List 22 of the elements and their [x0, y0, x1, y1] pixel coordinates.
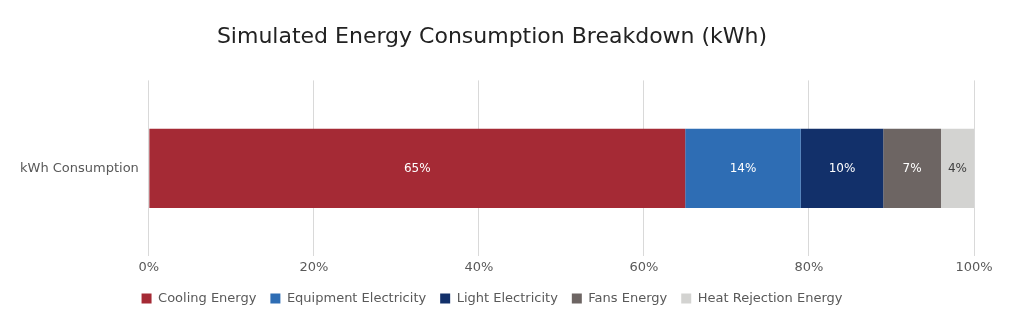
bar — [800, 128, 884, 208]
legend-label: Equipment Electricity — [286, 289, 427, 305]
x-tick-label: 40% — [464, 258, 494, 274]
x-tick-label: 20% — [299, 258, 329, 274]
data-label: 65% — [403, 160, 431, 175]
legend-label: Heat Rejection Energy — [697, 289, 843, 305]
bar — [149, 128, 686, 208]
data-label: 14% — [729, 160, 757, 175]
data-label: 4% — [947, 160, 968, 175]
x-tick-label: 100% — [955, 258, 993, 274]
bar — [685, 128, 801, 208]
x-tick-label: 80% — [794, 258, 824, 274]
data-label: 10% — [828, 160, 856, 175]
legend-label: Light Electricity — [456, 289, 559, 305]
bar — [883, 128, 941, 208]
legend-label: Fans Energy — [588, 289, 668, 305]
x-tick-label: 0% — [138, 258, 160, 274]
x-tick-label: 60% — [629, 258, 659, 274]
data-label: 7% — [902, 160, 922, 175]
legend-label: Cooling Energy — [158, 289, 257, 305]
chart-title: Simulated Energy Consumption Breakdown (kWh) — [216, 22, 768, 48]
y-tick-label: kWh Consumption — [19, 159, 139, 175]
